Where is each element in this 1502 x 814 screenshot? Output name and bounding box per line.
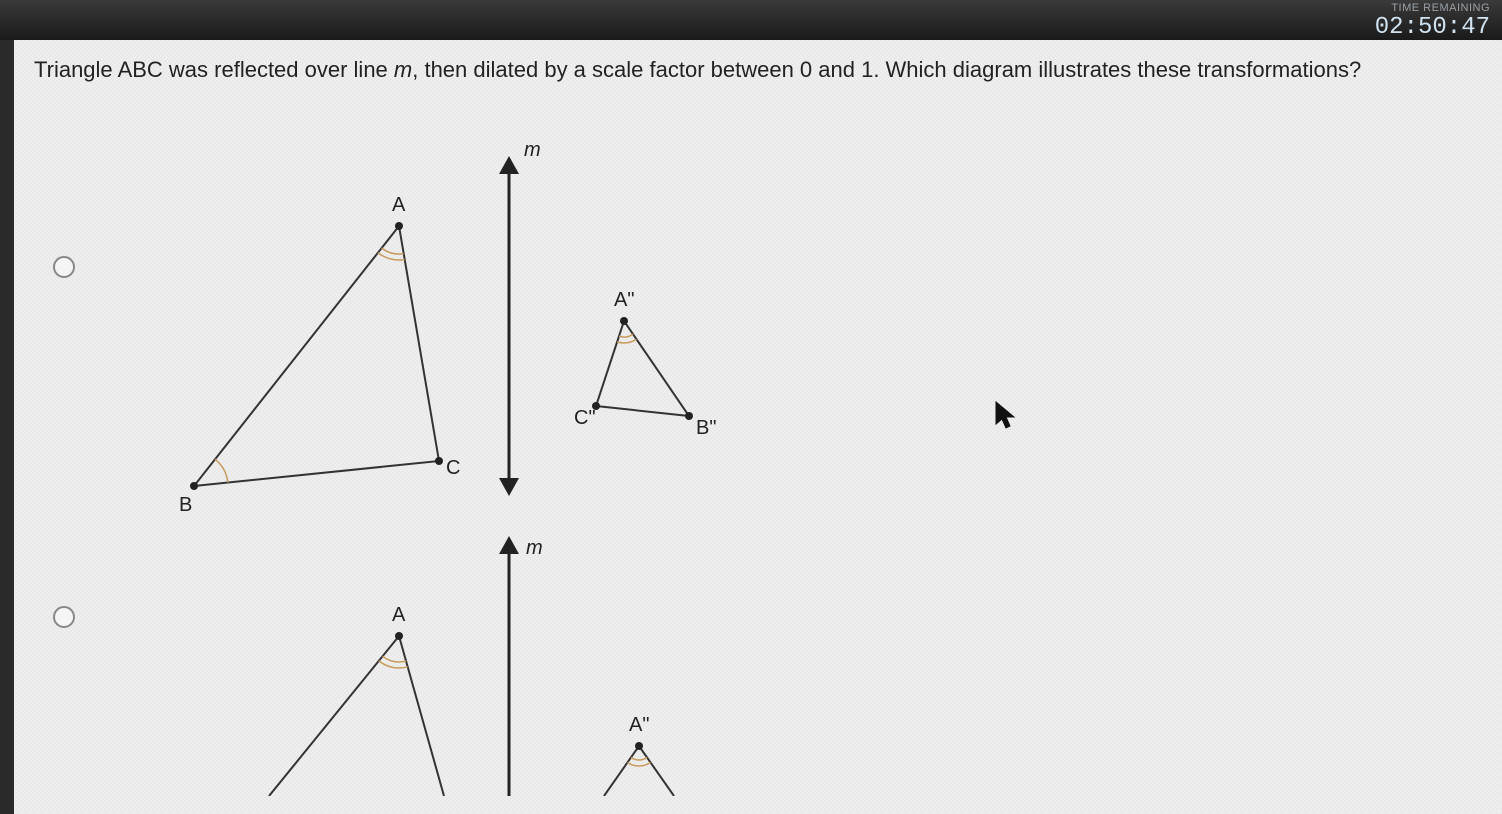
- question-line-var: m: [394, 57, 412, 82]
- option-row-2: m A A": [34, 516, 1482, 796]
- question-text: Triangle ABC was reflected over line m, …: [34, 54, 1482, 86]
- options-area: m A B C A" B" C" m A A": [34, 116, 1482, 796]
- timer-value: 02:50:47: [1375, 14, 1490, 41]
- svg-text:A": A": [614, 289, 634, 311]
- diagram-option-2: m A A": [94, 516, 734, 796]
- diagram-option-1: m A B C A" B" C": [94, 116, 734, 516]
- diagram-svg-2: m A A": [94, 516, 734, 796]
- diagram-svg-1: m A B C A" B" C": [94, 116, 734, 516]
- svg-text:A: A: [392, 604, 406, 626]
- timer-block: TIME REMAINING 02:50:47: [1375, 2, 1490, 41]
- svg-text:m: m: [524, 139, 541, 161]
- radio-col-1: [34, 116, 94, 278]
- radio-option-1[interactable]: [53, 256, 75, 278]
- question-prefix: Triangle ABC was reflected over line: [34, 57, 394, 82]
- svg-text:m: m: [526, 537, 543, 559]
- radio-col-2: [34, 516, 94, 628]
- question-suffix: , then dilated by a scale factor between…: [412, 57, 1361, 82]
- option-row-1: m A B C A" B" C": [34, 116, 1482, 516]
- header-bar: TIME REMAINING 02:50:47: [0, 0, 1502, 40]
- radio-option-2[interactable]: [53, 606, 75, 628]
- svg-text:B": B": [696, 417, 716, 439]
- timer-label: TIME REMAINING: [1375, 2, 1490, 14]
- svg-text:B: B: [179, 494, 192, 516]
- svg-text:A: A: [392, 194, 406, 216]
- content-panel: Triangle ABC was reflected over line m, …: [14, 40, 1502, 814]
- svg-text:C: C: [446, 457, 460, 479]
- svg-text:C": C": [574, 407, 596, 429]
- svg-text:A": A": [629, 714, 649, 736]
